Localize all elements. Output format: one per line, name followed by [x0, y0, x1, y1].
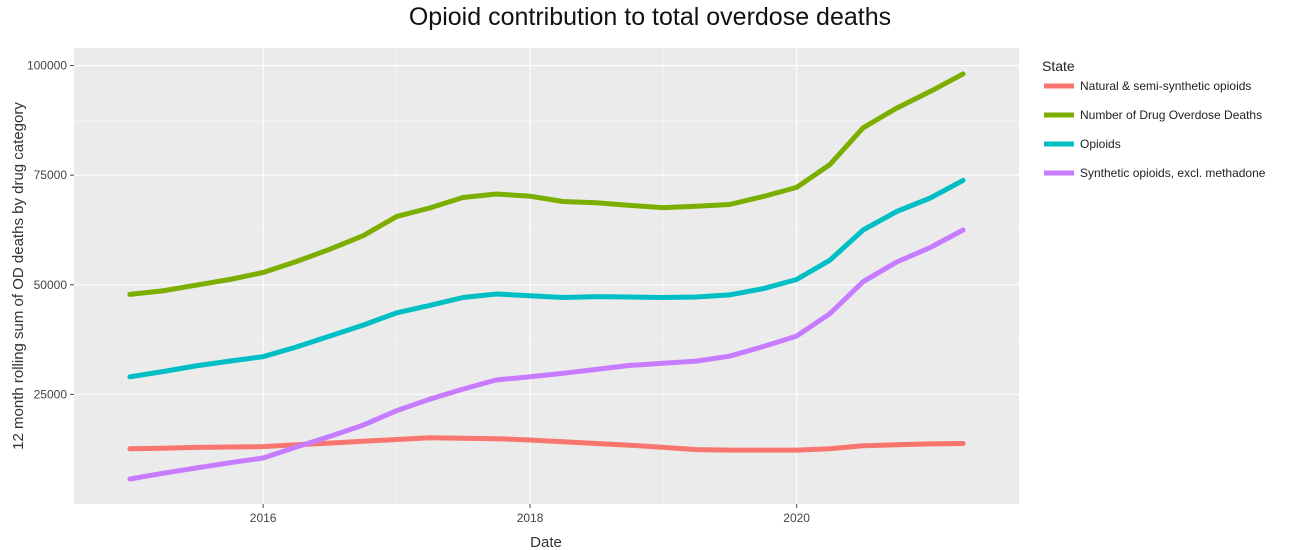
- y-axis-title: 12 month rolling sum of OD deaths by dru…: [10, 102, 27, 450]
- series-lines: [127, 71, 966, 482]
- x-tick-label: 2016: [250, 511, 277, 525]
- x-axis-title: Date: [530, 534, 562, 550]
- y-tick-label: 50000: [34, 278, 68, 292]
- x-axis-ticks: 2016 2018 2020: [250, 504, 810, 525]
- plot-area: [74, 48, 1019, 504]
- x-tick-label: 2020: [783, 511, 810, 525]
- legend-title: State: [1042, 58, 1075, 74]
- y-tick-label: 25000: [34, 387, 68, 401]
- y-axis-ticks: 25000 50000 75000 100000: [27, 59, 74, 401]
- legend-label: Synthetic opioids, excl. methadone: [1080, 166, 1266, 180]
- series-line-number-of-drug-overdose-deaths: [127, 71, 966, 297]
- series-line-natural-semi-synthetic-opioids: [127, 435, 966, 453]
- x-tick-label: 2018: [517, 511, 544, 525]
- y-tick-label: 100000: [27, 59, 67, 73]
- legend-label: Opioids: [1080, 137, 1121, 151]
- legend: State Natural & semi-synthetic opioids Nu…: [1042, 58, 1266, 180]
- y-tick-label: 75000: [34, 168, 68, 182]
- series-line-synthetic-opioids-excl-methadone: [127, 227, 966, 482]
- legend-label: Number of Drug Overdose Deaths: [1080, 108, 1262, 122]
- legend-label: Natural & semi-synthetic opioids: [1080, 79, 1251, 93]
- series-line-opioids: [127, 177, 966, 380]
- chart-title: Opioid contribution to total overdose de…: [409, 3, 891, 31]
